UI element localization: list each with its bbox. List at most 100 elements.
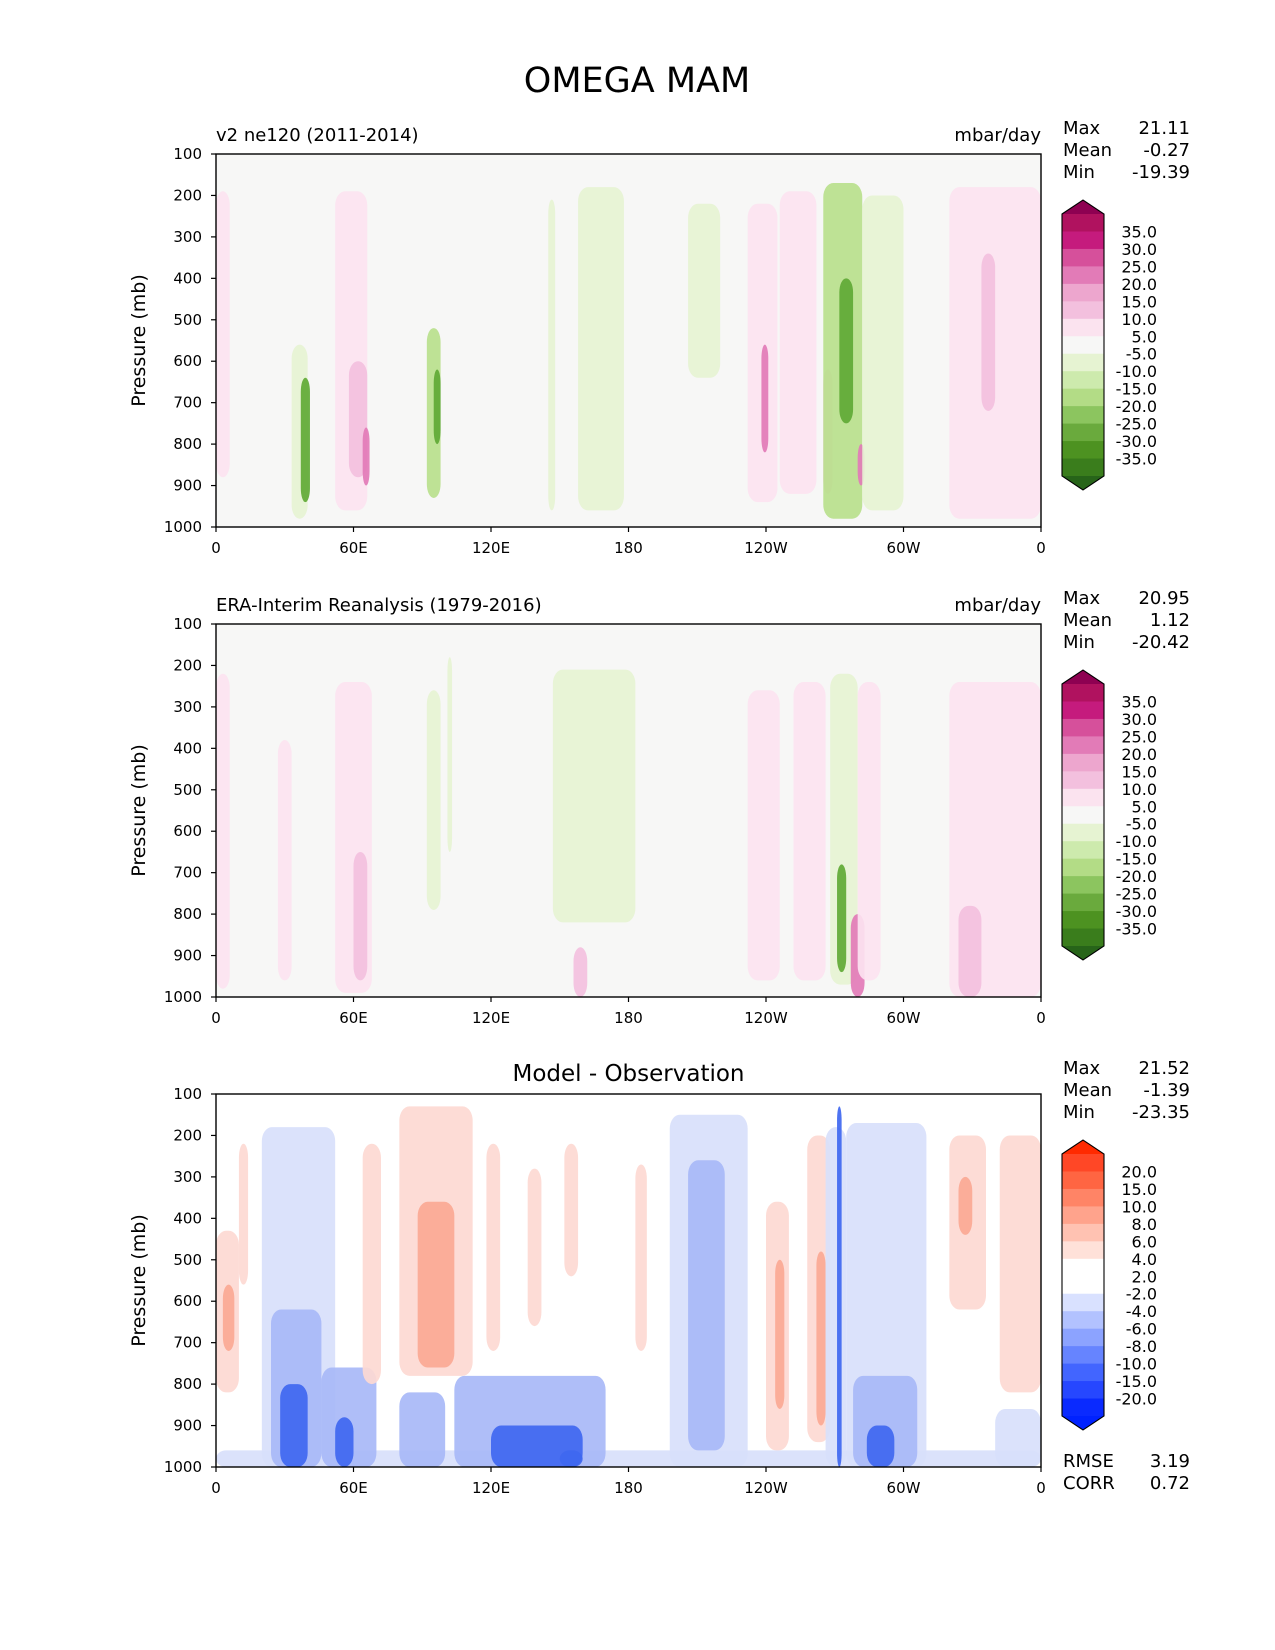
colorbar-bin [1062, 318, 1104, 337]
colorbar-bin [1062, 701, 1104, 720]
colorbar-level-label: 25.0 [1121, 257, 1157, 276]
colorbar-extend-max [1062, 670, 1104, 684]
y-tick-label: 900 [173, 947, 202, 965]
colorbar-level-label: 20.0 [1121, 745, 1157, 764]
colorbar-extend-min [1062, 1416, 1104, 1430]
colorbar-level-label: -8.0 [1126, 1337, 1157, 1356]
y-tick-label: 600 [173, 822, 202, 840]
colorbar-outline [1061, 669, 1105, 961]
colorbar-outline [1061, 199, 1105, 491]
x-tick-label: 0 [211, 1009, 221, 1027]
x-tick-label: 60E [339, 1009, 368, 1027]
colorbar-level-label: 30.0 [1121, 710, 1157, 729]
y-tick-label: 500 [173, 311, 202, 329]
field-feature [747, 690, 780, 981]
y-tick-label: 600 [173, 1292, 202, 1310]
colorbar-bin [1062, 458, 1104, 477]
stat-label: Min [1063, 162, 1095, 183]
stat-value: 21.52 [1138, 1058, 1190, 1079]
y-tick-label: 500 [173, 1251, 202, 1269]
field-feature [280, 1384, 308, 1467]
colorbar-bin [1062, 1381, 1104, 1400]
field-feature [564, 1143, 579, 1277]
field-feature [825, 1127, 847, 1467]
colorbar-bin [1062, 301, 1104, 320]
stat-label: Max [1063, 118, 1101, 139]
panel-title: ERA-Interim Reanalysis (1979-2016) [216, 595, 542, 616]
field-feature [862, 195, 904, 511]
x-tick-label: 0 [1036, 1479, 1046, 1497]
x-tick-label: 60W [887, 539, 921, 557]
y-tick-label: 100 [173, 615, 202, 633]
colorbar-level-label: 20.0 [1121, 275, 1157, 294]
colorbar-level-label: 35.0 [1121, 692, 1157, 711]
colorbar-level-label: -30.0 [1116, 902, 1157, 921]
x-tick-label: 60W [887, 1479, 921, 1497]
field-feature [958, 1176, 973, 1235]
field-feature [222, 1284, 235, 1351]
x-tick-label: 0 [211, 539, 221, 557]
colorbar-level-label: 10.0 [1121, 780, 1157, 799]
y-tick-label: 900 [173, 1417, 202, 1435]
field-feature [688, 1160, 725, 1451]
field-feature [335, 1417, 354, 1467]
colorbar-bin [1062, 893, 1104, 912]
colorbar-level-label: 6.0 [1132, 1232, 1157, 1251]
panel-model: 100 200 300 400 500 600 700 800 900 1000 Pressure … [128, 118, 1190, 557]
colorbar-bin [1062, 1188, 1104, 1207]
field-feature [552, 669, 636, 923]
colorbar-bin [1062, 1154, 1104, 1172]
colorbar-bin [1062, 1171, 1104, 1190]
colorbar-bin [1062, 336, 1104, 355]
colorbar-extend-max [1062, 1140, 1104, 1154]
colorbar-level-label: 20.0 [1121, 1162, 1157, 1181]
colorbar-level-label: -2.0 [1126, 1285, 1157, 1304]
colorbar-level-label: -25.0 [1116, 415, 1157, 434]
x-tick-label: 0 [1036, 539, 1046, 557]
stat-value: -20.42 [1132, 632, 1190, 653]
colorbar-level-label: 4.0 [1132, 1250, 1157, 1269]
colorbar-level-label: 10.0 [1121, 310, 1157, 329]
colorbar-bin [1062, 406, 1104, 425]
stat-value: -23.35 [1132, 1102, 1190, 1123]
colorbar-level-label: -15.0 [1116, 380, 1157, 399]
y-tick-label: 700 [173, 394, 202, 412]
field-feature [491, 1425, 583, 1467]
colorbar-level-label: -15.0 [1116, 850, 1157, 869]
y-axis-label: Pressure (mb) [128, 1214, 150, 1347]
colorbar-level-label: -4.0 [1126, 1302, 1157, 1321]
colorbar-bin [1062, 423, 1104, 442]
x-tick-label: 180 [614, 1479, 643, 1497]
colorbar-level-label: -35.0 [1116, 920, 1157, 939]
colorbar-bin [1062, 1241, 1104, 1260]
panel-obs: 100 200 300 400 500 600 700 800 900 1000 Pressure … [128, 588, 1190, 1027]
colorbar-level-label: 15.0 [1121, 1180, 1157, 1199]
stat-value: 21.11 [1138, 118, 1190, 139]
colorbar-level-label: 5.0 [1132, 327, 1157, 346]
x-tick-label: 120E [472, 539, 510, 557]
colorbar-level-label: -10.0 [1116, 362, 1157, 381]
y-tick-label: 300 [173, 698, 202, 716]
colorbar-bin [1062, 1223, 1104, 1242]
x-tick-label: 0 [211, 1479, 221, 1497]
field-feature [837, 864, 847, 973]
colorbar-level-label: -25.0 [1116, 885, 1157, 904]
colorbar-bin [1062, 1311, 1104, 1330]
stat-label: Max [1063, 588, 1101, 609]
colorbar-bin [1062, 214, 1104, 232]
field-features [216, 657, 1041, 997]
x-tick-label: 180 [614, 1009, 643, 1027]
stat-value: 3.19 [1150, 1451, 1190, 1472]
colorbar-outline [1061, 1139, 1105, 1431]
stat-value: 0.72 [1150, 1473, 1190, 1494]
colorbar-level-label: -5.0 [1126, 345, 1157, 364]
field-feature [816, 1251, 826, 1426]
colorbar-bin [1062, 1346, 1104, 1365]
colorbar-bin [1062, 371, 1104, 390]
colorbar-bin [1062, 283, 1104, 302]
field-feature [839, 278, 854, 424]
colorbar-level-label: 5.0 [1132, 797, 1157, 816]
colorbar-level-label: -20.0 [1116, 867, 1157, 886]
field-features [216, 1106, 1041, 1467]
stat-label: Min [1063, 632, 1095, 653]
